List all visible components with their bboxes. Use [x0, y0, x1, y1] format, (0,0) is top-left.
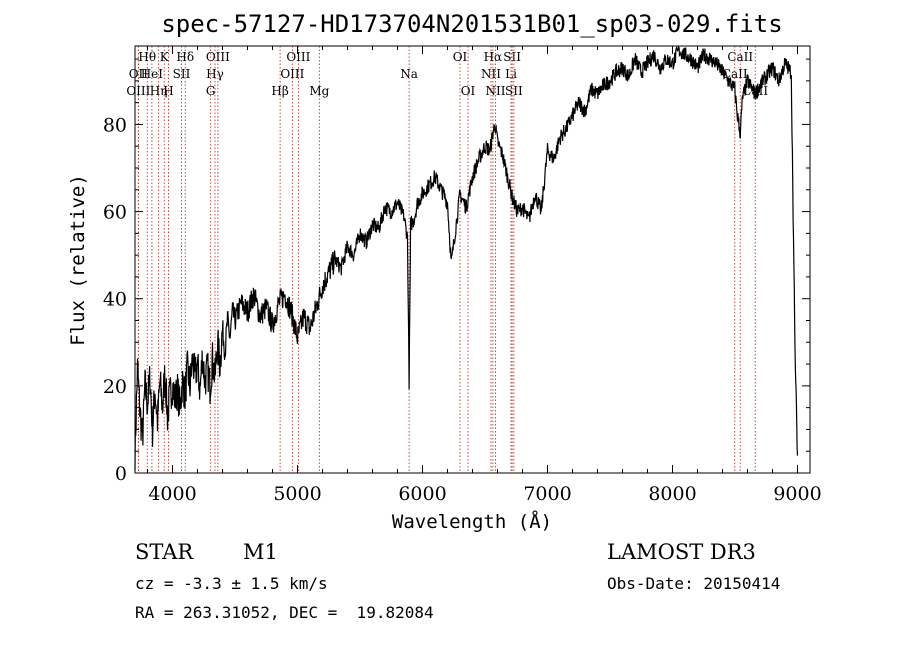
line-marker-label: OIII [286, 50, 310, 64]
line-marker-label: SII [503, 50, 521, 64]
line-marker-label: NII [481, 67, 501, 81]
x-tick-label: 8000 [648, 483, 696, 505]
y-axis-label: Flux (relative) [67, 174, 89, 346]
object-subclass: M1 [243, 540, 278, 564]
line-marker-label: Hβ [271, 84, 288, 98]
line-marker-label: Hα [484, 50, 503, 64]
x-axis-label: Wavelength (Å) [392, 510, 552, 533]
x-tick-label: 7000 [523, 483, 571, 505]
line-marker-label: Hδ [176, 50, 194, 64]
y-tick-label: 60 [103, 202, 127, 224]
survey-name: LAMOST DR3 [607, 540, 756, 564]
y-tick-label: 0 [115, 463, 127, 485]
line-marker-label: Mg [309, 84, 329, 98]
line-marker-label: NII [486, 84, 506, 98]
x-tick-label: 4000 [148, 483, 196, 505]
line-marker-label: OIII [206, 50, 230, 64]
x-tick-label: 6000 [398, 483, 446, 505]
line-marker-label: Hγ [206, 67, 224, 81]
y-tick-label: 40 [103, 289, 127, 311]
line-marker-label: H [163, 84, 173, 98]
x-tick-label: 9000 [773, 483, 821, 505]
line-marker-label: Hη [150, 84, 168, 98]
y-tick-label: 80 [103, 114, 127, 136]
line-marker-label: SII [505, 84, 523, 98]
line-marker-label: OI [461, 84, 476, 98]
spectrum-line [134, 45, 799, 471]
line-marker-label: G [206, 84, 216, 98]
line-marker-label: Li [505, 67, 517, 81]
x-axis-ticks: 4000 5000 6000 7000 8000 9000 [147, 46, 822, 505]
line-marker-label: Hθ [138, 50, 156, 64]
line-marker-label: OIII [280, 67, 304, 81]
line-marker-label: SII [173, 67, 191, 81]
observation-date: Obs-Date: 20150414 [607, 574, 781, 593]
line-marker-label: OI [453, 50, 468, 64]
plot-frame [134, 45, 811, 474]
y-axis-ticks: 0 20 40 60 80 [103, 58, 810, 485]
line-marker-label: CaII [722, 67, 748, 81]
object-class: STAR [135, 540, 194, 564]
line-marker-label: K [160, 50, 170, 64]
line-marker-label: CaII [727, 50, 753, 64]
chart-title: spec-57127-HD173704N201531B01_sp03-029.f… [161, 10, 782, 38]
redshift-velocity: cz = -3.3 ± 1.5 km/s [135, 574, 328, 593]
line-marker-label: HeI [141, 67, 164, 81]
line-marker-label: Na [400, 67, 418, 81]
line-marker-label: OIII [126, 84, 150, 98]
x-tick-label: 5000 [273, 483, 321, 505]
y-tick-label: 20 [103, 376, 127, 398]
ra-dec-coordinates: RA = 263.31052, DEC = 19.82084 [135, 603, 434, 622]
